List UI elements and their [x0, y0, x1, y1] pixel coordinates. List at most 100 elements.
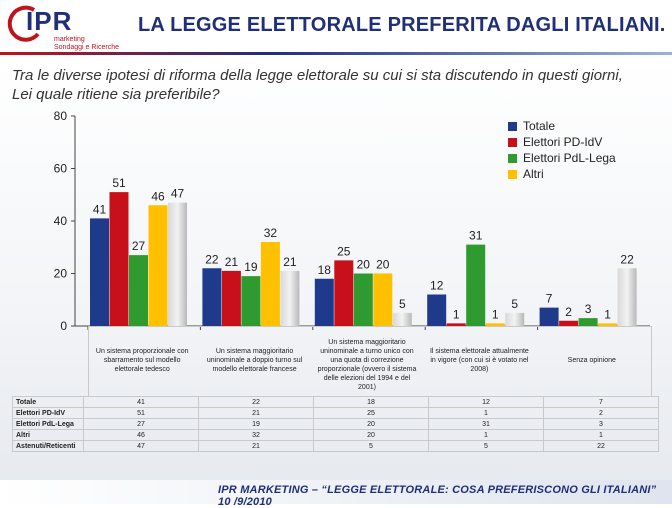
bar-2: [241, 276, 261, 326]
table-cell: 12: [428, 396, 544, 408]
bar-4: [617, 268, 637, 326]
bar-value-label: 20: [376, 258, 390, 272]
table-row-label: Totale: [12, 396, 84, 408]
table-row: Elettori PD-IdV 51 21 25 1 2: [12, 407, 659, 419]
table-cell: 2: [543, 407, 659, 419]
logo-text: IPR: [26, 6, 73, 36]
bar-0: [539, 307, 559, 326]
chart-legend: Totale Elettori PD-IdV Elettori PdL-Lega Al…: [508, 118, 616, 182]
bar-4: [392, 312, 412, 326]
ipr-logo: IPR marketing Sondaggi e Ricerche: [4, 4, 119, 54]
bar-0: [314, 278, 334, 326]
bar-value-label: 32: [264, 226, 278, 240]
bar-value-label: 25: [337, 244, 351, 258]
legend-label: Totale: [523, 119, 556, 133]
table-row: Elettori PdL-Lega 27 19 20 31 3: [12, 418, 659, 430]
table-cell: 7: [543, 396, 659, 408]
legend-swatch: [508, 153, 517, 163]
bar-value-label: 2: [565, 305, 572, 319]
bar-2: [466, 244, 486, 326]
logo-arc-icon: [7, 5, 40, 42]
table-cell: 1: [428, 407, 544, 419]
table-cell: 47: [83, 440, 199, 452]
bar-value-label: 27: [132, 239, 146, 253]
table-cell: 20: [313, 429, 429, 441]
bar-value-label: 7: [546, 292, 553, 306]
legend-swatch: [508, 137, 517, 147]
category-label: Un sistema proporzionale con sbarramento…: [95, 347, 189, 373]
bar-3: [598, 323, 618, 326]
y-tick-label: 40: [54, 214, 68, 228]
bar-value-label: 22: [205, 252, 219, 266]
table-cell: 22: [543, 440, 659, 452]
bar-3: [260, 242, 280, 326]
table-cell: 41: [83, 396, 199, 408]
table-cell: 5: [428, 440, 544, 452]
bar-value-label: 21: [225, 255, 239, 269]
bar-value-label: 51: [112, 176, 126, 190]
bar-value-label: 19: [244, 260, 258, 274]
bar-value-label: 20: [357, 258, 371, 272]
table-row: Altri 46 32 20 1 1: [12, 429, 659, 441]
table-cell: 5: [313, 440, 429, 452]
table-cell: 1: [543, 429, 659, 441]
legend-item: Elettori PdL-Lega: [508, 150, 616, 166]
table-row-label: Altri: [12, 429, 84, 441]
legend-label: Elettori PD-IdV: [523, 135, 603, 149]
bar-value-label: 46: [151, 189, 165, 203]
bar-value-label: 21: [283, 255, 297, 269]
category-label: Il sistema elettorale attualmente in vig…: [429, 347, 529, 373]
legend-item: Elettori PD-IdV: [508, 134, 616, 150]
bar-2: [578, 318, 598, 326]
bar-3: [148, 205, 168, 326]
table-cell: 21: [198, 407, 314, 419]
bar-value-label: 1: [453, 307, 460, 321]
bar-0: [202, 268, 222, 326]
bar-value-label: 5: [511, 297, 518, 311]
table-cell: 51: [83, 407, 199, 419]
category-label: Un sistema maggioritario uninominale a t…: [317, 338, 417, 391]
table-cell: 20: [313, 418, 429, 430]
bar-value-label: 12: [430, 279, 444, 293]
y-tick-label: 80: [54, 109, 68, 123]
page-title: LA LEGGE ELETTORALE PREFERITA DAGLI ITAL…: [138, 14, 666, 36]
survey-question: Tra le diverse ipotesi di riforma della …: [12, 67, 623, 103]
bar-value-label: 1: [492, 307, 499, 321]
bar-1: [109, 192, 129, 326]
legend-swatch: [508, 169, 517, 179]
legend-swatch: [508, 121, 517, 131]
table-row-label: Elettori PD-IdV: [12, 407, 84, 419]
y-tick-label: 20: [54, 267, 68, 281]
bar-1: [559, 320, 579, 326]
table-cell: 21: [198, 440, 314, 452]
category-label-frame: [88, 326, 652, 397]
legend-item: Totale: [508, 118, 616, 134]
bar-value-label: 18: [318, 263, 332, 277]
logo-subtitle: marketing Sondaggi e Ricerche: [54, 36, 119, 51]
table-cell: 3: [543, 418, 659, 430]
table-cell: 31: [428, 418, 544, 430]
bar-value-label: 5: [399, 297, 406, 311]
bar-value-label: 31: [469, 229, 483, 243]
bar-1: [446, 323, 466, 326]
bar-4: [505, 312, 525, 326]
data-table: Totale 41 22 18 12 7 Elettori PD-IdV 51 21 25 1 2 El…: [12, 396, 659, 452]
table-cell: 22: [198, 396, 314, 408]
legend-item: Altri: [508, 166, 616, 182]
bar-value-label: 41: [93, 202, 107, 216]
y-tick-label: 60: [54, 162, 68, 176]
bar-2: [353, 273, 373, 326]
bar-value-label: 1: [604, 307, 611, 321]
table-row: Astenuti/Reticenti 47 21 5 5 22: [12, 440, 659, 452]
bar-value-label: 47: [171, 187, 185, 201]
table-cell: 1: [428, 429, 544, 441]
legend-label: Elettori PdL-Lega: [523, 151, 616, 165]
bar-value-label: 22: [620, 252, 634, 266]
table-cell: 19: [198, 418, 314, 430]
category-label: Senza opinione: [567, 356, 616, 364]
table-row-label: Elettori PdL-Lega: [12, 418, 84, 430]
bar-value-label: 3: [585, 302, 592, 316]
table-cell: 25: [313, 407, 429, 419]
footer-bar: [0, 480, 672, 504]
